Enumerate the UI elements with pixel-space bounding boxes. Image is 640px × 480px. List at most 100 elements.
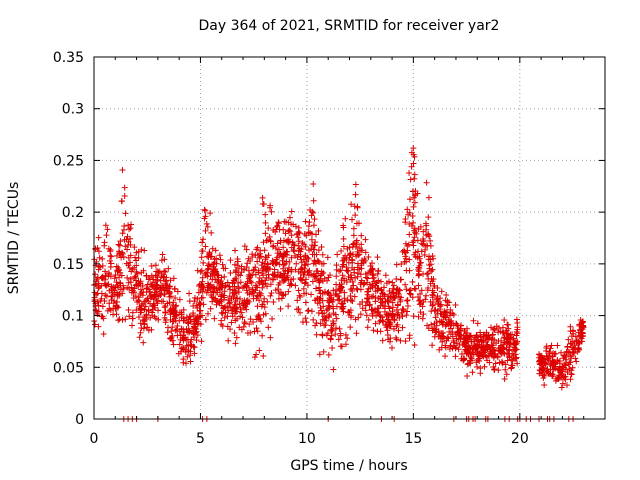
data-point (361, 280, 368, 287)
data-point (131, 274, 138, 281)
data-point (320, 260, 327, 267)
data-point (319, 331, 326, 338)
data-point (120, 253, 127, 260)
y-tick-label: 0.2 (62, 205, 84, 221)
data-point (464, 361, 471, 368)
data-point (379, 295, 386, 302)
data-point (449, 310, 456, 317)
data-point (356, 266, 363, 273)
data-point (147, 314, 154, 321)
data-point (231, 283, 238, 290)
data-point (358, 277, 365, 284)
data-point (409, 278, 416, 285)
data-point (328, 296, 335, 303)
data-point (133, 269, 140, 276)
data-point (270, 299, 277, 306)
data-point (309, 242, 316, 249)
data-point (431, 325, 438, 332)
data-point (125, 222, 132, 229)
data-point (355, 314, 362, 321)
data-point (220, 305, 227, 312)
data-point (501, 317, 508, 324)
data-point (295, 242, 302, 249)
data-point (414, 237, 421, 244)
data-point (115, 248, 122, 255)
data-point (217, 256, 224, 263)
data-point (95, 248, 102, 255)
data-point (193, 337, 200, 344)
y-tick-label: 0 (75, 412, 84, 428)
data-point (384, 327, 391, 334)
data-point (323, 307, 330, 314)
data-point (567, 376, 574, 383)
data-point (180, 356, 187, 363)
data-point (385, 293, 392, 300)
data-point (190, 343, 197, 350)
data-point (225, 297, 232, 304)
data-point (249, 288, 256, 295)
data-point (233, 295, 240, 302)
data-point (184, 319, 191, 326)
data-point (566, 365, 573, 372)
data-point (320, 303, 327, 310)
data-point (191, 350, 198, 357)
data-point (209, 245, 216, 252)
data-point (310, 222, 317, 229)
data-point (195, 282, 202, 289)
data-point (113, 279, 120, 286)
data-point (286, 258, 293, 265)
data-point (304, 254, 311, 261)
data-point (275, 295, 282, 302)
data-point (170, 305, 177, 312)
data-point (563, 382, 570, 389)
data-point (227, 269, 234, 276)
data-point (319, 251, 326, 258)
data-point (572, 355, 579, 362)
data-point (168, 328, 175, 335)
data-point (501, 375, 508, 382)
data-point (194, 267, 201, 274)
data-point (183, 314, 190, 321)
data-point (472, 343, 479, 350)
data-point (478, 353, 485, 360)
data-point (165, 324, 172, 331)
data-point (399, 248, 406, 255)
data-point (440, 329, 447, 336)
data-point (391, 317, 398, 324)
data-point (229, 287, 236, 294)
data-point (318, 243, 325, 250)
data-point (291, 248, 298, 255)
data-point (385, 318, 392, 325)
data-point (438, 288, 445, 295)
data-point (282, 267, 289, 274)
data-point (277, 289, 284, 296)
data-point (474, 349, 481, 356)
data-point (97, 264, 104, 271)
data-point (553, 375, 560, 382)
data-point (256, 289, 263, 296)
data-point (468, 338, 475, 345)
data-point (237, 313, 244, 320)
data-point (474, 363, 481, 370)
data-point (306, 267, 313, 274)
data-point (139, 282, 146, 289)
data-point (429, 291, 436, 298)
data-point (176, 317, 183, 324)
data-point (252, 264, 259, 271)
data-point (298, 256, 305, 263)
data-point (374, 309, 381, 316)
data-point (435, 328, 442, 335)
data-point (492, 360, 499, 367)
data-point (420, 228, 427, 235)
data-point (277, 239, 284, 246)
data-point (117, 238, 124, 245)
y-tick-label: 0.15 (53, 257, 84, 273)
data-point (380, 302, 387, 309)
x-tick-label: 0 (90, 431, 99, 447)
data-point (197, 300, 204, 307)
data-point (353, 285, 360, 292)
data-point (332, 331, 339, 338)
data-point (99, 262, 106, 269)
data-point (410, 242, 417, 249)
data-point (353, 220, 360, 227)
